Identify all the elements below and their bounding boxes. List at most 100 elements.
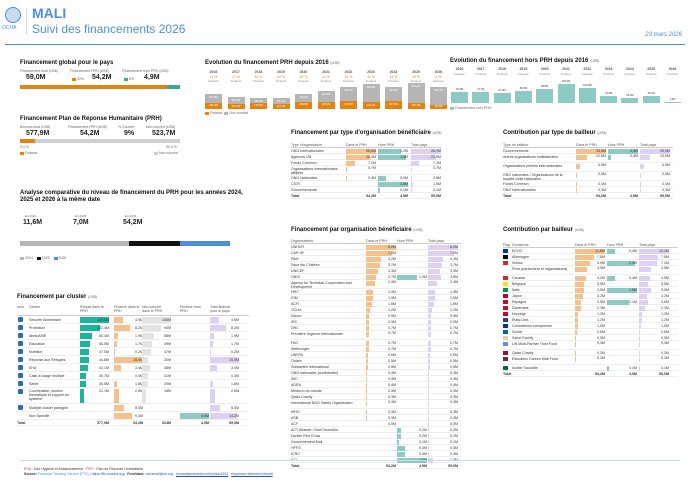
- prh-bar-funded: 54,2M: [430, 105, 447, 109]
- value-req: 44,8M: [99, 358, 109, 362]
- sort-header-prh[interactable]: Dans le PRH: [346, 143, 367, 147]
- prh-pct-label: 32 %: [367, 75, 375, 79]
- prh-bar-funded: 307,6M: [385, 100, 402, 109]
- plan-coverage-value: 9%: [124, 130, 135, 137]
- row-name: UN Multi-Partner Trust Fund: [512, 341, 557, 346]
- feedback-email-link[interactable]: ochamali@un.org: [145, 472, 174, 476]
- bar-prh: [366, 280, 375, 286]
- bar-total: [428, 268, 441, 274]
- value-nc: 49M: [164, 342, 171, 346]
- value-req: 60,4M: [99, 334, 109, 338]
- value-total: 1,6M: [433, 182, 441, 186]
- prh-sublabel: Financé: [208, 79, 219, 83]
- value-prh: 35,5M: [596, 149, 606, 153]
- hors-year-label: 2026: [668, 67, 677, 71]
- bar-total: [428, 400, 430, 406]
- value-total: 0,1M: [433, 188, 441, 192]
- value-nc: 18M: [164, 389, 171, 393]
- donors-table: Flag Donateurs Dans le PRH Hors PRH Total pa…: [503, 242, 678, 377]
- bar-total: [428, 289, 435, 295]
- hors-year-label: 2020: [540, 67, 549, 71]
- prh-sublabel: Financé: [230, 79, 242, 83]
- bar-tot: [210, 388, 216, 403]
- sort-header-prh[interactable]: Dans le PRH: [575, 243, 596, 247]
- donors-row: Commission européenne 1,0M 1,0M: [503, 323, 678, 329]
- value-req: 30,5M: [99, 382, 109, 386]
- bar-hors: [397, 445, 405, 451]
- bar-hors: [378, 181, 408, 187]
- bar-nc: [142, 340, 152, 347]
- donors-row: Allemagne 7,5M 7,5M: [503, 254, 678, 260]
- donors-row: Espagne 2,5M 1,1M 3,6M: [503, 299, 678, 305]
- clusters-table: Icon Cluster Requis dans le PRH Financé dan…: [17, 305, 249, 426]
- cluster-name: Réponse aux Réfugiés: [29, 358, 66, 362]
- bar-hors: [378, 175, 386, 181]
- fts-link[interactable]: https://fts.unocha.org/: [91, 472, 126, 476]
- hors-bar: [557, 83, 575, 103]
- bar-hors: [397, 433, 401, 439]
- bar-prh: [366, 256, 382, 262]
- prh-pct-label: 45 %: [344, 75, 353, 79]
- hors-bar-label: 90,8M: [541, 85, 549, 89]
- row-name: Danish Red Cross: [291, 434, 321, 438]
- col-header: Total pays: [428, 239, 445, 243]
- bar-req: [80, 324, 100, 331]
- value-prh: 3,5M: [597, 282, 605, 286]
- row-name: Educo: [291, 314, 302, 318]
- sort-header-prh[interactable]: Dans le PRH: [366, 239, 387, 243]
- hors-bar-label: 125,2M: [561, 79, 571, 83]
- donors-row: États-Unis 1,2M 1,2M: [503, 317, 678, 323]
- value-prh: 4,9M: [598, 163, 606, 167]
- hors-sublabel: Financé: [560, 72, 572, 76]
- donortype-title: Contribution par type de bailleur (US$): [503, 130, 607, 136]
- hors-sublabel: Financé: [624, 72, 636, 76]
- orgs-row: CAR HF 7,2M 7,2M: [291, 250, 461, 256]
- row-name: Organisations internationales affiliées: [291, 166, 338, 175]
- footer-glossary: EHA : Eau Hygiène et Assainissement PRH …: [24, 467, 144, 471]
- row-name: Gouvernements: [503, 149, 529, 153]
- prh-pct-label: 44 %: [389, 75, 398, 79]
- value-prh: 0,1M: [597, 356, 605, 360]
- orgs-row: HFFG 0,4M 0,4M: [291, 445, 461, 451]
- compare-legend-item: 2026: [53, 256, 66, 260]
- value-prh: 1,2M: [597, 312, 605, 316]
- value-tot: 2,6M: [231, 389, 239, 393]
- bar-hors: [397, 274, 417, 280]
- row-name: ONG nationales / Organisations de la soc…: [503, 172, 563, 181]
- bar-prh: [346, 148, 376, 154]
- value-fin: 8,2M: [135, 326, 143, 330]
- clusters-header-row: Icon Cluster Requis dans le PRH Financé dan…: [17, 305, 249, 316]
- value-total: 0,3M: [450, 395, 458, 399]
- row-name: IMC: [291, 377, 298, 381]
- prh-bar-funded: 162,2M: [227, 103, 245, 109]
- hors-sublabel: Financé: [667, 72, 678, 76]
- value-total: 0,6M: [661, 330, 669, 334]
- orgs-row: DRC 0,7M 0,7M: [291, 325, 461, 331]
- bar-tot: [210, 412, 238, 419]
- orgs-row: NRC 1,9M 1,9M: [291, 289, 461, 295]
- orgtype-title: Financement par type d'organisation béné…: [291, 130, 442, 136]
- sort-header-prh[interactable]: Dans le PRH: [576, 143, 597, 147]
- hors-bar: [578, 87, 596, 103]
- row-name: Save the Children: [291, 263, 320, 267]
- shelter-icon: [18, 333, 23, 338]
- reliefweb-link[interactable]: response.reliefweb.int/mali: [231, 472, 273, 476]
- humanitarian-action-link[interactable]: humanitarianaction.info/plan/1511: [175, 472, 229, 476]
- row-name: Arabie Saoudite: [512, 366, 538, 370]
- value-hors: 1,1M: [629, 300, 637, 304]
- bar-hors: [397, 427, 401, 433]
- value-prh: 1,2M: [388, 308, 396, 312]
- hors-bar-label: 100,0M: [582, 83, 592, 87]
- value-req: 21,1M: [99, 389, 109, 393]
- bar-nc: [142, 316, 171, 323]
- value-total: 3,6M: [661, 300, 669, 304]
- prh-bar-unmet: 150,6M: [250, 98, 267, 104]
- health-icon: [18, 381, 23, 386]
- prh-year-label: 2021: [322, 70, 330, 74]
- flag-icon: [503, 357, 508, 361]
- value-total: 0,4M: [662, 182, 670, 186]
- hors-bar: [664, 102, 681, 103]
- bar-prh: [366, 382, 368, 388]
- col-header[interactable]: Requis dans le PRH: [80, 305, 104, 313]
- total-prh: 54,2M: [386, 464, 396, 468]
